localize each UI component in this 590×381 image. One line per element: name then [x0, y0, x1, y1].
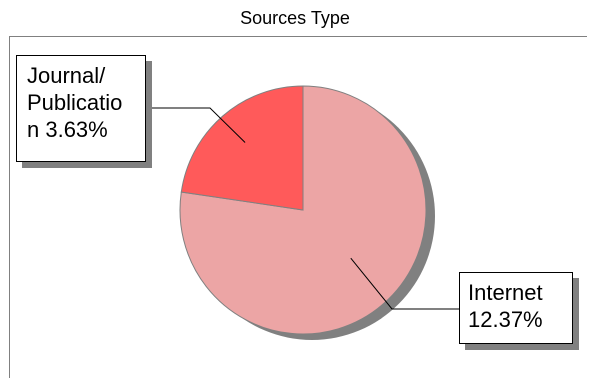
leader-line-internet	[350, 257, 459, 310]
data-label-internet-line-1: Internet	[468, 280, 543, 305]
data-label-journal-line-3: n 3.63%	[27, 117, 108, 142]
data-label-journal-line-1: Journal/	[27, 63, 106, 88]
data-label-internet: Internet 12.37%	[459, 272, 573, 344]
plot-area-frame	[9, 36, 587, 378]
chart-title: Sources Type	[240, 8, 350, 28]
data-label-journal: Journal/ Publicatio n 3.63%	[16, 55, 146, 162]
pie-slice-journal	[180, 85, 304, 211]
leader-line-journal	[146, 107, 246, 143]
data-label-journal-line-2: Publicatio	[27, 90, 123, 115]
data-label-internet-line-2: 12.37%	[468, 307, 543, 332]
